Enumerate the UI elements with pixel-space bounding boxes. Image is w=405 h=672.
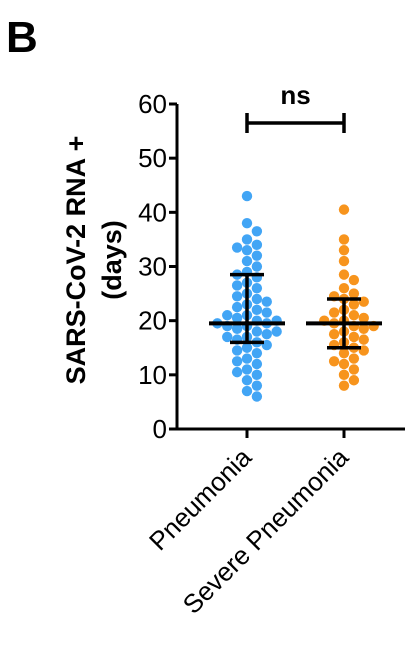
data-point bbox=[241, 353, 253, 364]
data-point bbox=[328, 356, 340, 367]
data-point bbox=[348, 375, 360, 386]
data-point bbox=[348, 299, 360, 310]
data-point bbox=[328, 307, 340, 318]
data-point bbox=[251, 239, 263, 251]
data-point bbox=[241, 255, 253, 267]
data-point bbox=[348, 288, 360, 299]
data-point bbox=[261, 339, 272, 351]
data-point bbox=[251, 326, 263, 337]
x-tick-label: Severe Pneumonia bbox=[177, 442, 355, 620]
data-point bbox=[241, 364, 253, 375]
data-point bbox=[231, 280, 243, 291]
data-point bbox=[231, 291, 243, 302]
y-tick-label: 20 bbox=[138, 306, 167, 336]
data-point bbox=[338, 282, 350, 294]
y-axis-title: SARS-CoV-2 RNA + (days) bbox=[61, 136, 127, 385]
data-point bbox=[231, 323, 243, 334]
data-point bbox=[251, 391, 263, 402]
data-point bbox=[348, 331, 360, 343]
significance-label: ns bbox=[280, 80, 310, 110]
data-point bbox=[241, 375, 253, 386]
data-point bbox=[241, 342, 253, 353]
data-point bbox=[261, 296, 272, 307]
data-point bbox=[251, 282, 263, 294]
data-point bbox=[358, 334, 369, 345]
data-point bbox=[338, 369, 350, 381]
data-point bbox=[231, 242, 243, 253]
data-point bbox=[338, 380, 350, 391]
data-point bbox=[358, 296, 369, 307]
data-point bbox=[241, 234, 253, 245]
data-point bbox=[251, 226, 263, 237]
data-point bbox=[338, 358, 350, 370]
y-tick-label: 50 bbox=[138, 143, 167, 173]
y-axis: 0 10 20 30 40 50 60 bbox=[138, 89, 179, 444]
data-point bbox=[251, 261, 263, 272]
y-tick-label: 40 bbox=[138, 197, 167, 227]
data-point bbox=[358, 312, 369, 324]
data-point bbox=[338, 255, 350, 267]
y-tick-label: 10 bbox=[138, 360, 167, 390]
y-tick-label: 0 bbox=[153, 414, 167, 444]
y-tick-label: 30 bbox=[138, 252, 167, 282]
data-point bbox=[348, 364, 360, 375]
data-point bbox=[241, 245, 253, 256]
y-axis-label-line1: SARS-CoV-2 RNA + bbox=[61, 136, 91, 385]
data-point bbox=[231, 366, 243, 378]
data-point bbox=[338, 347, 350, 359]
data-point bbox=[241, 190, 253, 202]
data-point bbox=[231, 356, 243, 367]
data-point bbox=[251, 369, 263, 381]
data-point bbox=[348, 310, 360, 321]
data-point bbox=[261, 329, 272, 340]
data-point bbox=[222, 331, 233, 343]
data-point bbox=[348, 274, 360, 286]
data-point bbox=[251, 358, 263, 370]
data-point bbox=[261, 307, 272, 318]
data-point bbox=[338, 204, 350, 215]
y-axis-label-line2: (days) bbox=[97, 220, 127, 300]
data-point bbox=[271, 326, 282, 337]
data-point bbox=[251, 304, 263, 316]
data-point bbox=[251, 347, 263, 359]
data-point bbox=[358, 345, 369, 356]
data-point bbox=[231, 301, 243, 313]
data-point bbox=[338, 269, 350, 280]
data-point bbox=[251, 380, 263, 391]
data-point bbox=[231, 345, 243, 356]
data-point bbox=[338, 234, 350, 245]
data-point bbox=[241, 217, 253, 229]
y-tick-label: 60 bbox=[138, 89, 167, 119]
data-point bbox=[358, 323, 369, 334]
data-point bbox=[222, 310, 233, 321]
significance-annotation: ns bbox=[245, 80, 346, 133]
data-point bbox=[338, 245, 350, 256]
data-point bbox=[328, 329, 340, 340]
data-point bbox=[231, 312, 243, 324]
panel-label: B bbox=[6, 13, 38, 62]
data-point bbox=[348, 353, 360, 364]
data-points bbox=[212, 190, 379, 402]
data-point bbox=[251, 250, 263, 261]
summary-bars bbox=[209, 272, 382, 350]
data-point bbox=[251, 293, 263, 305]
data-point bbox=[241, 385, 253, 397]
